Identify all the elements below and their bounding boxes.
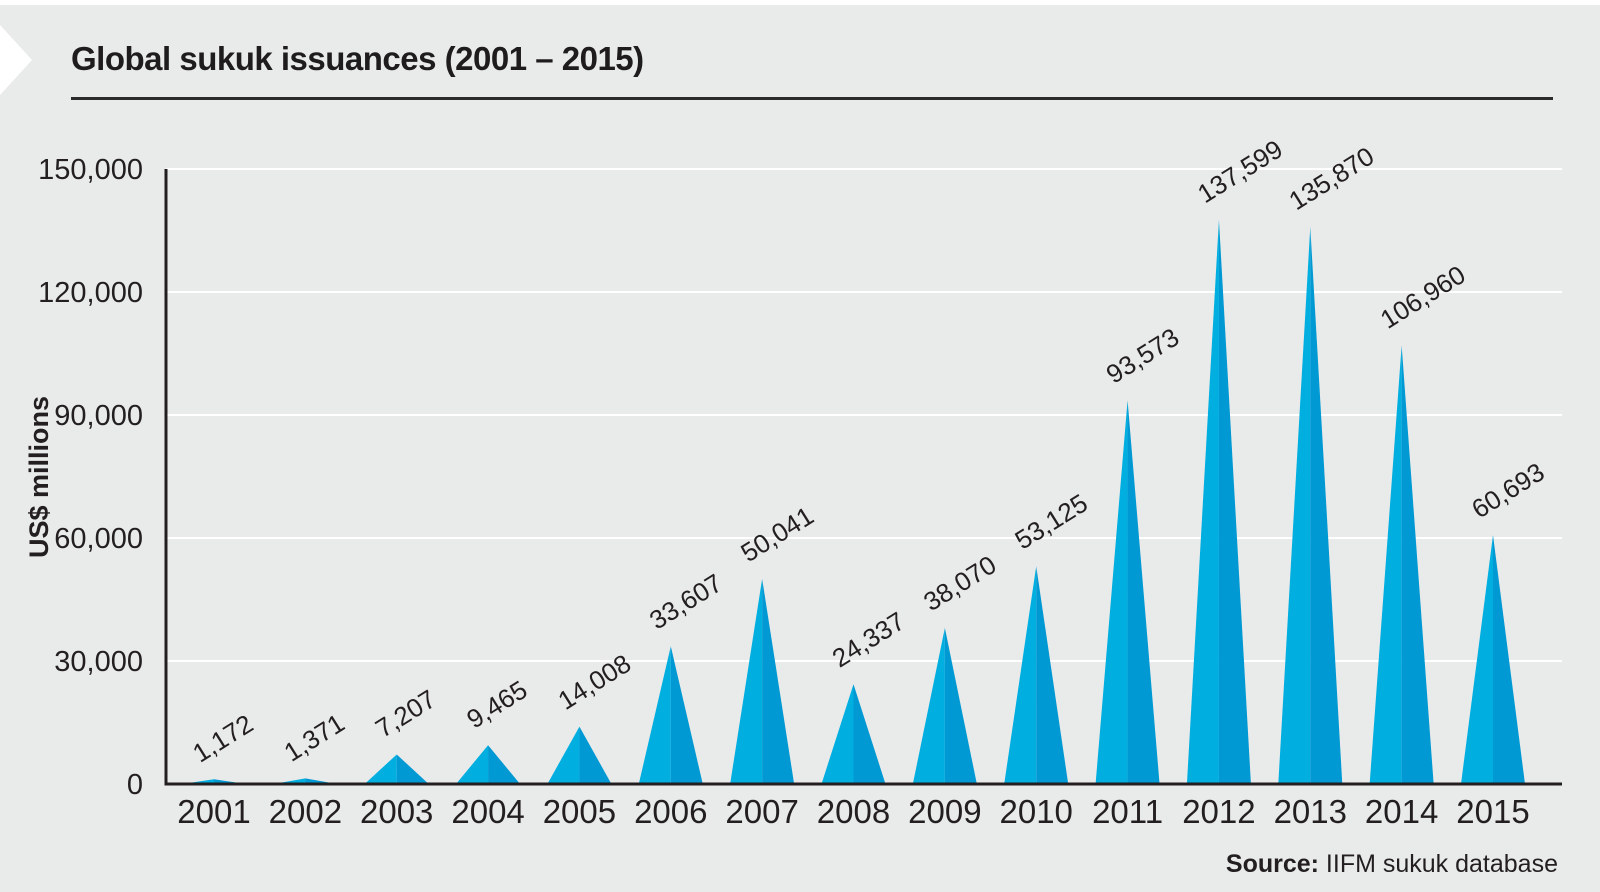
cone-left-2014 <box>1369 345 1402 784</box>
value-label-2008: 24,337 <box>827 606 910 674</box>
cone-right-2005 <box>579 726 612 784</box>
cone-right-2008 <box>853 684 886 784</box>
cone-right-2006 <box>670 646 703 784</box>
cone-left-2015 <box>1460 535 1493 784</box>
value-label-2009: 38,070 <box>918 549 1001 617</box>
page-title: Global sukuk issuances (2001 – 2015) <box>71 40 644 77</box>
source-text: IIFM sukuk database <box>1318 850 1558 878</box>
value-label-2010: 53,125 <box>1009 488 1092 556</box>
value-label-2001: 1,172 <box>187 708 258 768</box>
y-tick-label-0: 0 <box>127 769 143 801</box>
value-label-2003: 7,207 <box>370 684 441 744</box>
cone-left-2013 <box>1278 226 1311 785</box>
value-label-2013: 135,870 <box>1284 141 1380 216</box>
x-tick-label-2001: 2001 <box>177 793 250 830</box>
value-label-2012: 137,599 <box>1192 134 1288 209</box>
y-axis-title: US$ millions <box>24 396 54 558</box>
y-tick-label-120000: 120,000 <box>38 277 143 309</box>
cone-left-2006 <box>638 646 671 784</box>
cone-right-2009 <box>944 627 977 784</box>
cone-right-2012 <box>1218 219 1251 784</box>
cone-left-2005 <box>547 726 580 784</box>
x-tick-label-2008: 2008 <box>817 793 890 830</box>
value-label-2015: 60,693 <box>1466 457 1549 525</box>
value-label-2011: 93,573 <box>1101 322 1184 390</box>
x-tick-label-2005: 2005 <box>543 793 616 830</box>
value-label-2002: 1,371 <box>279 708 350 768</box>
x-tick-label-2013: 2013 <box>1274 793 1347 830</box>
cone-right-2003 <box>396 754 429 784</box>
value-label-2014: 106,960 <box>1375 259 1471 334</box>
x-tick-label-2012: 2012 <box>1182 793 1255 830</box>
x-tick-label-2003: 2003 <box>360 793 433 830</box>
y-tick-label-60000: 60,000 <box>54 523 143 555</box>
value-label-2006: 33,607 <box>644 568 727 636</box>
x-tick-label-2007: 2007 <box>725 793 798 830</box>
cone-right-2004 <box>488 745 521 784</box>
source-label: Source: <box>1225 850 1319 878</box>
cone-left-2007 <box>730 578 763 784</box>
cone-left-2012 <box>1186 219 1219 784</box>
cone-left-2010 <box>1004 566 1037 784</box>
y-tick-label-90000: 90,000 <box>54 400 143 432</box>
cone-left-2009 <box>912 627 945 784</box>
y-tick-label-150000: 150,000 <box>38 154 143 186</box>
value-label-2007: 50,041 <box>735 500 818 568</box>
x-tick-label-2009: 2009 <box>908 793 981 830</box>
cone-right-2013 <box>1310 226 1343 785</box>
title-underline <box>71 97 1553 100</box>
y-tick-label-30000: 30,000 <box>54 646 143 678</box>
source-note: Source: IIFM sukuk database <box>1226 850 1558 879</box>
cone-right-2014 <box>1401 345 1434 784</box>
cone-left-2003 <box>364 754 397 784</box>
cone-left-2008 <box>821 684 854 784</box>
value-label-2005: 14,008 <box>553 648 636 716</box>
x-tick-label-2011: 2011 <box>1092 793 1163 830</box>
value-label-2004: 9,465 <box>461 674 532 734</box>
cone-right-2011 <box>1127 400 1160 784</box>
x-tick-label-2006: 2006 <box>634 793 707 830</box>
x-tick-label-2010: 2010 <box>1000 793 1073 830</box>
x-tick-label-2004: 2004 <box>451 793 524 830</box>
cone-left-2004 <box>456 745 489 784</box>
cone-right-2010 <box>1036 566 1069 784</box>
cone-left-2011 <box>1095 400 1128 784</box>
x-tick-label-2014: 2014 <box>1365 793 1438 830</box>
cone-right-2015 <box>1492 535 1525 784</box>
cone-right-2007 <box>762 578 795 784</box>
x-tick-label-2002: 2002 <box>269 793 342 830</box>
top-white-strip <box>0 0 1600 5</box>
x-tick-label-2015: 2015 <box>1456 793 1529 830</box>
